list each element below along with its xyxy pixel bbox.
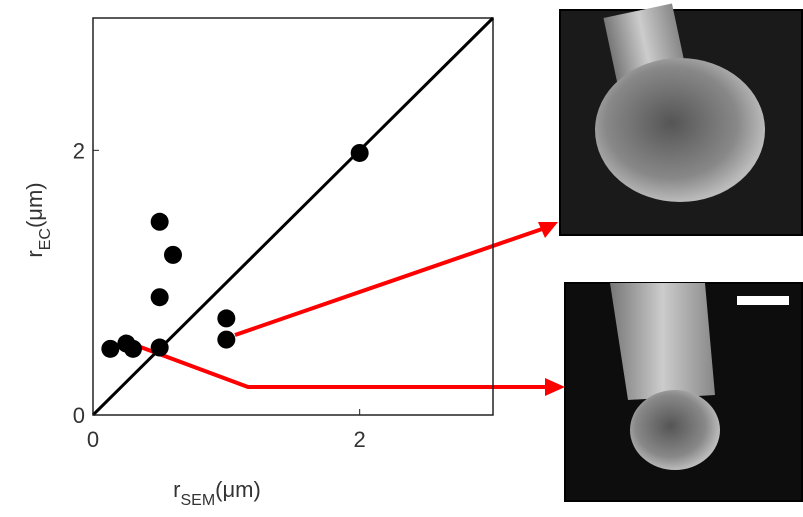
point	[150, 212, 169, 231]
x-tick-label: 2	[354, 427, 366, 452]
point	[101, 339, 120, 358]
point	[217, 309, 236, 328]
x-tick-label: 0	[87, 427, 99, 452]
point	[217, 330, 236, 349]
point	[350, 143, 369, 162]
point	[150, 288, 169, 307]
scale-bar	[737, 296, 789, 305]
point	[124, 339, 142, 358]
sem-image-top	[559, 3, 803, 236]
point	[150, 338, 169, 357]
sem-image-bottom	[564, 282, 803, 502]
y-axis-label: rEC(μm)	[22, 182, 54, 257]
point	[164, 245, 182, 264]
x-axis-label: rSEM(μm)	[173, 477, 261, 509]
y-tick-label: 2	[73, 138, 85, 163]
plot: 0 2 0 2	[73, 16, 495, 452]
y-tick-label: 0	[73, 403, 85, 428]
plot-frame	[92, 17, 494, 416]
